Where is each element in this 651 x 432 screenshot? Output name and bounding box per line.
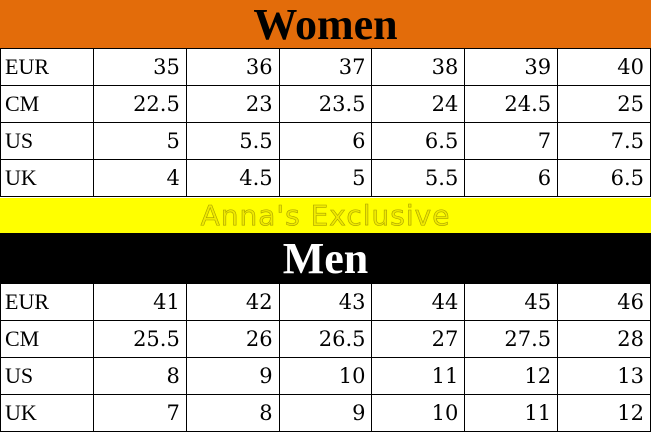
size-cell: 26.5 [278, 320, 373, 358]
watermark-band: Anna's Exclusive [0, 198, 651, 233]
size-cell: 7 [93, 394, 187, 432]
size-cell: 11 [464, 394, 559, 432]
size-cell: 41 [93, 283, 187, 321]
row-label: US [0, 122, 94, 160]
size-cell: 9 [185, 357, 280, 395]
row-label: EUR [0, 283, 94, 321]
size-cell: 40 [557, 48, 651, 86]
size-cell: 46 [557, 283, 651, 321]
row-label: CM [0, 320, 94, 358]
size-cell: 12 [464, 357, 559, 395]
size-cell: 39 [464, 48, 559, 86]
size-cell: 36 [185, 48, 280, 86]
men-header: Men [0, 233, 651, 283]
size-row: CM 25.5 26 26.5 27 27.5 28 [0, 320, 651, 358]
men-title: Men [282, 233, 369, 283]
size-row: EUR 41 42 43 44 45 46 [0, 283, 651, 321]
row-label: CM [0, 85, 94, 123]
row-label: UK [0, 394, 94, 432]
size-cell: 6 [464, 159, 559, 197]
size-cell: 5 [278, 159, 373, 197]
size-cell: 7 [464, 122, 559, 160]
row-label: UK [0, 159, 94, 197]
size-cell: 9 [278, 394, 373, 432]
size-cell: 10 [278, 357, 373, 395]
size-cell: 4 [93, 159, 187, 197]
size-cell: 5.5 [371, 159, 466, 197]
size-cell: 4.5 [185, 159, 280, 197]
size-cell: 45 [464, 283, 559, 321]
size-cell: 24 [371, 85, 466, 123]
size-cell: 6.5 [557, 159, 651, 197]
size-row: EUR 35 36 37 38 39 40 [0, 48, 651, 86]
size-cell: 11 [371, 357, 466, 395]
size-cell: 28 [557, 320, 651, 358]
size-cell: 35 [93, 48, 187, 86]
size-cell: 8 [93, 357, 187, 395]
women-size-table: EUR 35 36 37 38 39 40 CM 22.5 23 23.5 24 24.5 25 US 5 5.… [0, 48, 651, 197]
size-cell: 26 [185, 320, 280, 358]
size-cell: 6 [278, 122, 373, 160]
women-header: Women [0, 0, 651, 49]
size-cell: 44 [371, 283, 466, 321]
size-cell: 23.5 [278, 85, 373, 123]
size-cell: 37 [278, 48, 373, 86]
size-cell: 27 [371, 320, 466, 358]
size-cell: 24.5 [464, 85, 559, 123]
size-row: CM 22.5 23 23.5 24 24.5 25 [0, 85, 651, 123]
size-row: US 5 5.5 6 6.5 7 7.5 [0, 122, 651, 160]
size-cell: 7.5 [557, 122, 651, 160]
size-row: UK 4 4.5 5 5.5 6 6.5 [0, 159, 651, 197]
size-cell: 5 [93, 122, 187, 160]
size-cell: 8 [185, 394, 280, 432]
size-row: US 8 9 10 11 12 13 [0, 357, 651, 395]
women-title: Women [253, 0, 398, 49]
size-cell: 13 [557, 357, 651, 395]
size-cell: 42 [185, 283, 280, 321]
size-cell: 27.5 [464, 320, 559, 358]
size-cell: 25 [557, 85, 651, 123]
size-row: UK 7 8 9 10 11 12 [0, 394, 651, 432]
size-cell: 22.5 [93, 85, 187, 123]
row-label: EUR [0, 48, 94, 86]
size-cell: 25.5 [93, 320, 187, 358]
watermark: Anna's Exclusive [200, 199, 451, 233]
size-cell: 10 [371, 394, 466, 432]
size-cell: 23 [185, 85, 280, 123]
size-cell: 6.5 [371, 122, 466, 160]
men-size-table: EUR 41 42 43 44 45 46 CM 25.5 26 26.5 27 27.5 28 US 8 9 1… [0, 283, 651, 432]
size-cell: 43 [278, 283, 373, 321]
row-label: US [0, 357, 94, 395]
size-cell: 5.5 [185, 122, 280, 160]
size-cell: 38 [371, 48, 466, 86]
size-cell: 12 [557, 394, 651, 432]
